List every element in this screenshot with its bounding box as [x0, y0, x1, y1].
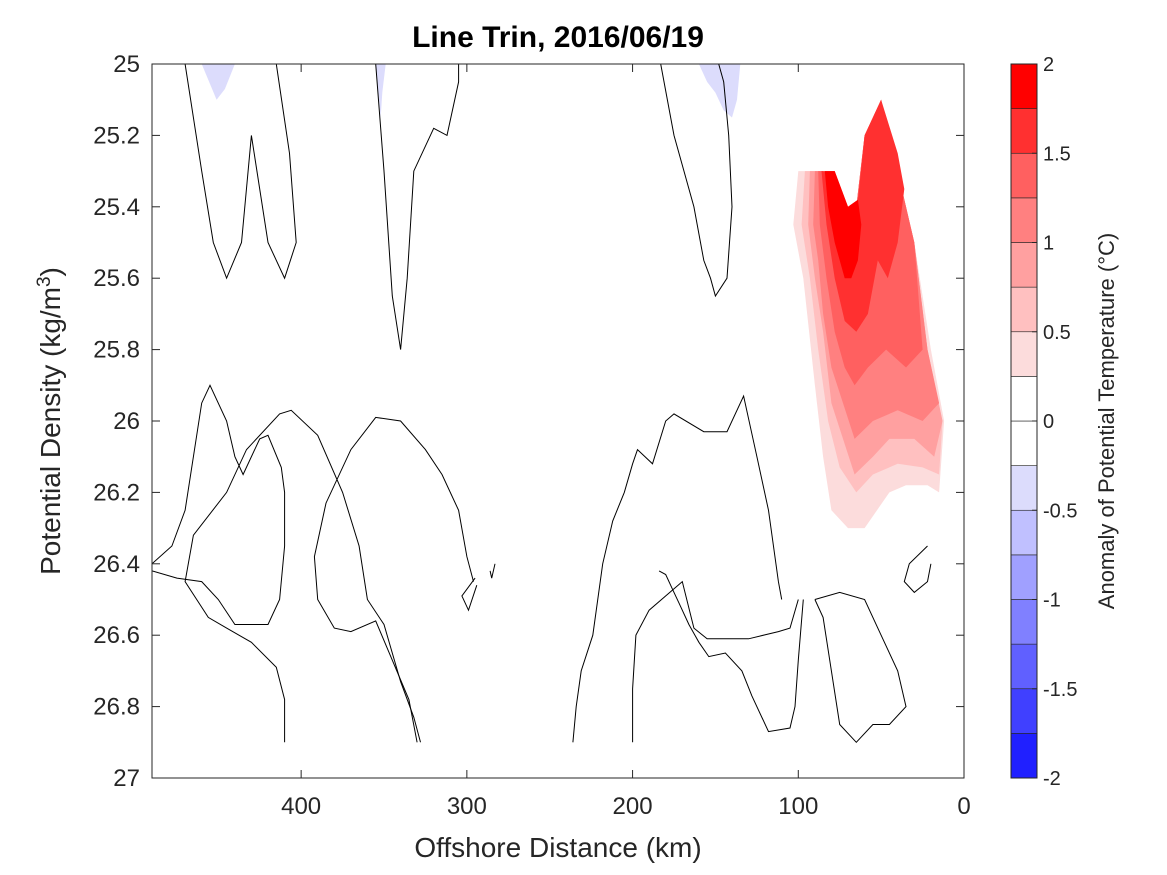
- colorbar-ticks: 2 1.5 1 0.5 0 -0.5 -1 -1.5 -2: [1032, 54, 1077, 790]
- zero-contour-line-11: [903, 545, 932, 594]
- filled-region-0: [152, 81, 186, 529]
- colorbar-tick-label-0: 2: [1043, 54, 1054, 76]
- y-tick-label-3: 25.6: [93, 265, 140, 292]
- zero-contour-line-6: [461, 577, 478, 612]
- colorbar-tick-label-1: 1.5: [1043, 143, 1071, 165]
- colorbar-block-1: [1010, 688, 1038, 734]
- y-tick-label-2: 25.4: [93, 194, 140, 221]
- zero-contour-line-10: [658, 570, 804, 733]
- y-tick-label-4: 25.8: [93, 337, 140, 364]
- colorbar-block-3: [1010, 599, 1038, 645]
- zero-contour-line-12: [814, 591, 907, 744]
- colorbar-tick-label-6: -1: [1043, 590, 1061, 612]
- y-tick-label-9: 26.8: [93, 694, 140, 721]
- zero-contour-line-2: [660, 64, 733, 298]
- colorbar-block-7: [1010, 420, 1038, 466]
- filled-region-3: [657, 99, 708, 357]
- colorbar-block-8: [1010, 376, 1038, 422]
- y-tick-label-1: 25.2: [93, 122, 140, 149]
- filled-region-15: [698, 64, 741, 118]
- filled-region-12: [824, 171, 862, 279]
- filled-region-13: [201, 64, 235, 100]
- zero-contour-line-7: [489, 563, 496, 579]
- x-tick-label-1: 300: [447, 793, 487, 820]
- colorbar-swatches: [1010, 63, 1038, 779]
- filled-region-5: [152, 699, 177, 721]
- colorbar-block-0: [1010, 733, 1038, 779]
- colorbar: 2 1.5 1 0.5 0 -0.5 -1 -1.5 -2 Anomaly of Potenti…: [1010, 54, 1119, 790]
- y-axis-title: Potential Density (kg/m3): [34, 267, 66, 575]
- filled-region-11: [821, 99, 905, 332]
- colorbar-tick-label-8: -2: [1043, 768, 1061, 790]
- colorbar-block-15: [1010, 63, 1038, 109]
- x-tick-label-3: 100: [778, 793, 818, 820]
- y-tick-label-7: 26.4: [93, 551, 140, 578]
- colorbar-block-4: [1010, 554, 1038, 600]
- zero-contour-line-1: [375, 64, 460, 350]
- zero-contour-line-5: [313, 416, 474, 743]
- colorbar-block-2: [1010, 643, 1038, 690]
- colorbar-tick-label-3: 0.5: [1043, 322, 1071, 344]
- colorbar-block-9: [1010, 331, 1038, 377]
- colorbar-block-12: [1010, 197, 1038, 243]
- filled-region-1: [321, 64, 363, 564]
- filled-region-2: [461, 64, 592, 468]
- y-tick-label-6: 26.2: [93, 479, 140, 506]
- y-axis: 25 25.2 25.4 25.6 25.8 26 26.2 26.4 26.6 26.8 27: [93, 51, 964, 792]
- zero-contour-line-3: [152, 384, 286, 625]
- zero-contour-lines: [152, 64, 932, 744]
- colorbar-tick-label-5: -0.5: [1043, 500, 1077, 522]
- colorbar-block-6: [1010, 465, 1038, 511]
- x-tick-label-4: 0: [957, 793, 970, 820]
- colorbar-block-5: [1010, 509, 1038, 556]
- filled-region-14: [375, 64, 386, 118]
- zero-contour-line-8: [572, 394, 783, 743]
- colorbar-block-14: [1010, 108, 1038, 154]
- zero-contour-line-0: [184, 64, 297, 280]
- zero-contour-line-9: [632, 580, 799, 743]
- y-tick-label-10: 27: [113, 765, 140, 792]
- plot-area: [151, 63, 965, 779]
- colorbar-title: Anomaly of Potential Temperature (°C): [1094, 233, 1119, 609]
- colorbar-tick-label-4: 0: [1043, 411, 1054, 433]
- filled-contours: [152, 64, 945, 721]
- x-axis-title: Offshore Distance (km): [414, 832, 701, 863]
- chart-title: Line Trin, 2016/06/19: [412, 21, 704, 54]
- y-tick-label-5: 26: [113, 408, 140, 435]
- colorbar-tick-label-2: 1: [1043, 233, 1054, 255]
- zero-contour-line-4: [184, 409, 421, 743]
- colorbar-block-10: [1010, 286, 1038, 333]
- y-tick-label-0: 25: [113, 51, 140, 78]
- x-axis: 400 300 200 100 0: [281, 64, 971, 820]
- x-tick-label-2: 200: [613, 793, 653, 820]
- colorbar-block-11: [1010, 242, 1038, 288]
- colorbar-tick-label-7: -1.5: [1043, 679, 1077, 701]
- x-tick-label-0: 400: [281, 793, 321, 820]
- y-tick-label-8: 26.6: [93, 622, 140, 649]
- colorbar-block-13: [1010, 152, 1038, 199]
